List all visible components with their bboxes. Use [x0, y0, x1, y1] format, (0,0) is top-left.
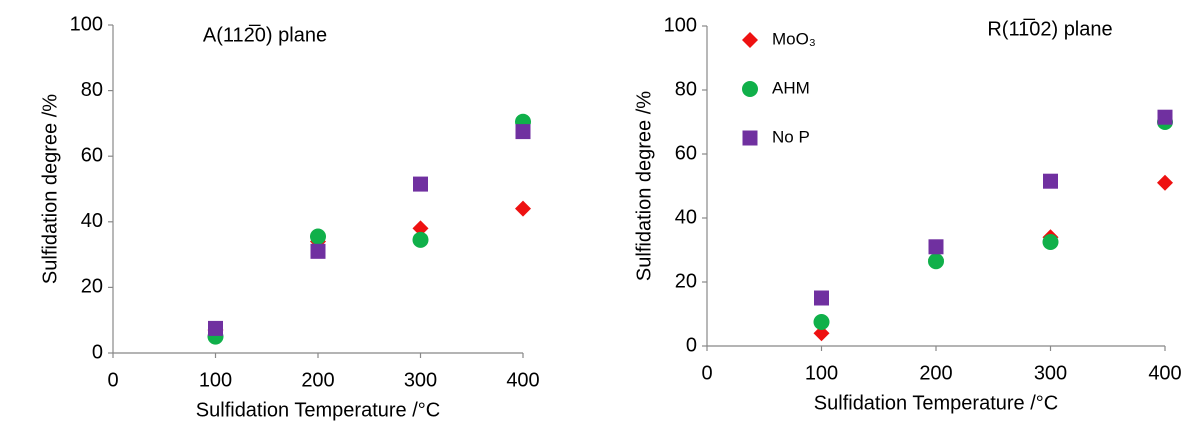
marker [310, 243, 326, 259]
y-tick-label: 60 [81, 144, 103, 166]
y-tick-label: 80 [675, 78, 697, 100]
marker [310, 228, 326, 245]
legend-marker [742, 130, 758, 146]
marker [1157, 109, 1173, 125]
marker [928, 239, 944, 255]
legend-marker [742, 32, 758, 48]
marker [413, 176, 428, 192]
y-axis-label: Sulfidation degree /% [633, 91, 655, 281]
x-tick-label: 400 [1148, 362, 1181, 384]
marker [1043, 173, 1058, 189]
chart-title: A(112̅0) plane [203, 23, 327, 46]
marker [928, 253, 944, 270]
y-tick-label: 20 [81, 276, 103, 298]
x-tick-label: 100 [199, 369, 232, 391]
x-axis-label: Sulfidation Temperature /°C [196, 399, 440, 421]
marker [208, 320, 223, 336]
legend-label: No P [772, 127, 810, 146]
marker [412, 231, 429, 248]
marker [412, 220, 429, 237]
y-tick-label: 40 [675, 206, 697, 228]
y-tick-label: 80 [81, 79, 103, 101]
x-tick-label: 100 [805, 362, 838, 384]
y-tick-label: 40 [81, 210, 103, 232]
y-tick-label: 0 [686, 334, 697, 356]
legend-marker [742, 81, 758, 97]
marker [515, 124, 531, 140]
y-tick-label: 100 [70, 13, 103, 35]
marker [814, 290, 829, 306]
x-tick-label: 200 [301, 369, 334, 391]
y-tick-label: 100 [664, 14, 697, 36]
y-tick-label: 20 [675, 270, 697, 292]
marker [515, 200, 531, 217]
x-tick-label: 0 [701, 362, 712, 384]
marker [813, 314, 830, 330]
x-tick-label: 300 [1034, 362, 1067, 384]
x-tick-label: 400 [506, 369, 539, 391]
legend-label: MoO₃ [772, 29, 816, 48]
y-tick-label: 60 [675, 142, 697, 164]
x-tick-label: 200 [919, 362, 952, 384]
y-axis-label: Sulfidation degree /% [39, 94, 61, 284]
marker [1042, 234, 1059, 250]
marker [1157, 174, 1173, 191]
chart-title: R(11̅02) plane [987, 17, 1112, 40]
x-tick-label: 300 [404, 369, 437, 391]
x-tick-label: 0 [107, 369, 118, 391]
legend-label: AHM [772, 78, 810, 97]
marker [813, 325, 830, 342]
y-tick-label: 0 [92, 341, 103, 363]
x-axis-label: Sulfidation Temperature /°C [814, 392, 1058, 414]
